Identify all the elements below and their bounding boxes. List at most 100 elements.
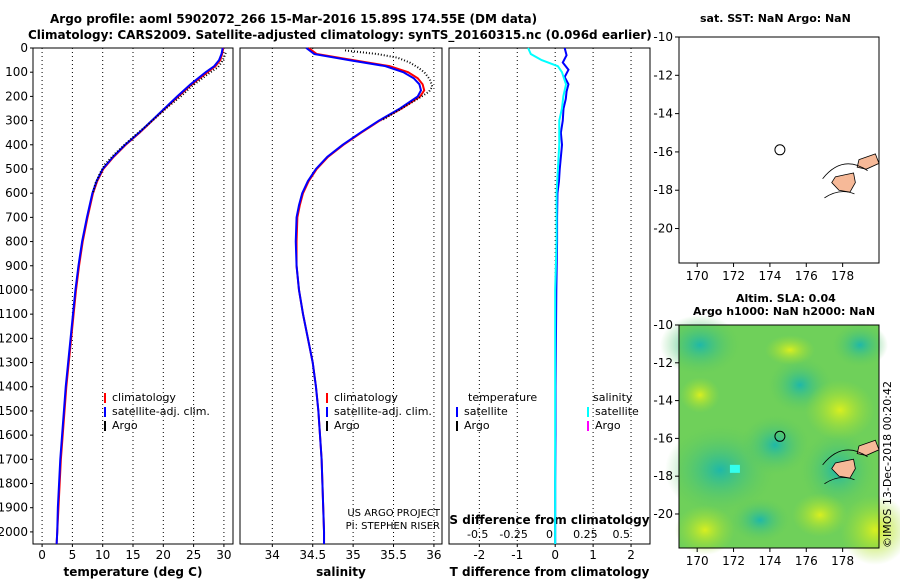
x-tick-label: 30	[216, 548, 231, 562]
x-axis-label: T difference from climatology	[450, 565, 650, 579]
island	[856, 439, 880, 456]
figure-title-line2: Climatology: CARS2009. Satellite-adjuste…	[28, 28, 652, 42]
coastline	[822, 449, 868, 485]
legend-item-argo: Argo	[104, 419, 210, 433]
plot-frame	[448, 47, 651, 545]
y-tick-label: 1900	[0, 501, 28, 515]
y-tick-label: 600	[5, 186, 28, 200]
y-tick-label: -12	[653, 356, 673, 370]
top-axis-label: S difference from climatology	[449, 513, 649, 527]
x-tick-label: 15	[125, 548, 140, 562]
sla-map-subtitle: Argo h1000: NaN h2000: NaN	[693, 305, 876, 318]
island	[856, 153, 880, 170]
legend-item-satellite: satellite-adj. clim.	[104, 405, 210, 419]
y-tick-label: 200	[5, 89, 28, 103]
x-axis-label: temperature (deg C)	[64, 565, 203, 579]
y-tick-label: 1600	[0, 428, 28, 442]
y-tick-label: 2000	[0, 525, 28, 539]
x-tick-label: 35.5	[380, 548, 407, 562]
x-tick-label: 172	[722, 554, 745, 568]
series-salinity-satellite	[527, 47, 568, 544]
x-tick-label: 178	[831, 554, 854, 568]
top-tick-label: -0.5	[467, 528, 488, 541]
legend-title: temperature	[468, 391, 538, 404]
y-tick-label: 1100	[0, 307, 28, 321]
argo-position-marker	[774, 144, 786, 156]
legend-item-satellite: satellite	[587, 405, 639, 419]
temperature-panel: 0 5 10 15 20 25 30 temperature (deg C) 0 100 200 30…	[0, 41, 234, 579]
y-tick-label: 1300	[0, 356, 28, 370]
series-satellite-adj-clim-	[294, 47, 423, 544]
plot-frame	[239, 47, 443, 545]
salinity-legend: climatology satellite-adj. clim. Argo	[326, 391, 432, 433]
figure-title-line1: Argo profile: aoml 5902072_266 15-Mar-20…	[50, 12, 538, 26]
legend-item-satellite: satellite	[456, 405, 537, 419]
coastline	[822, 163, 868, 199]
x-tick-label: 176	[795, 554, 818, 568]
y-tick-label: 300	[5, 114, 28, 128]
sla-low-blob	[832, 323, 888, 367]
difference-panel: -2 -1 0 1 2 T difference from climatology -0.5…	[448, 47, 651, 579]
legend-item-climatology: climatology	[104, 391, 210, 405]
imos-credit: ©IMOS 13-Dec-2018 00:20:42	[881, 381, 894, 548]
x-axis-label: salinity	[316, 565, 366, 579]
y-tick-label: 700	[5, 210, 28, 224]
project-credit: US ARGO PROJECT PI: STEPHEN RISER	[345, 508, 440, 532]
y-tick-label: -14	[653, 107, 673, 121]
y-tick-label: -10	[653, 30, 673, 44]
top-tick-label: -0.25	[499, 528, 527, 541]
x-tick-label: 35	[345, 548, 360, 562]
x-tick-label: 25	[186, 548, 201, 562]
x-tick-label: 178	[831, 269, 854, 283]
sla-high-blob	[792, 493, 848, 537]
series-satellite-adj-clim-	[55, 47, 224, 545]
diff-temperature-legend: temperature satellite Argo	[456, 391, 537, 433]
x-tick-label: 2	[627, 548, 635, 562]
x-tick-label: 5	[69, 548, 77, 562]
x-tick-label: 1	[589, 548, 597, 562]
x-tick-label: 36	[426, 548, 441, 562]
y-tick-label: -18	[653, 183, 673, 197]
y-tick-label: 100	[5, 65, 28, 79]
diff-salinity-legend: salinity satellite Argo	[587, 391, 639, 433]
sla-high-blob	[805, 380, 875, 440]
sst-field	[679, 37, 879, 263]
sla-high-blob	[680, 377, 720, 413]
x-tick-label: -2	[473, 548, 485, 562]
map-frame	[678, 324, 880, 549]
sla-map-title: Altim. SLA: 0.04	[736, 292, 836, 305]
map-frame	[678, 36, 880, 264]
temperature-legend: climatology satellite-adj. clim. Argo	[104, 391, 210, 433]
x-tick-label: 20	[156, 548, 171, 562]
sla-high-blob	[840, 495, 900, 565]
legend-item-satellite: satellite-adj. clim.	[326, 405, 432, 419]
y-tick-label: -20	[653, 507, 673, 521]
sla-high-blob	[765, 335, 815, 365]
x-tick-label: 34.5	[299, 548, 326, 562]
sla-min-cell	[729, 464, 740, 473]
y-tick-label: 1500	[0, 404, 28, 418]
x-tick-label: 172	[722, 269, 745, 283]
y-tick-label: 1400	[0, 380, 28, 394]
x-tick-label: 176	[795, 269, 818, 283]
x-tick-label: 170	[686, 269, 709, 283]
y-tick-label: -16	[653, 431, 673, 445]
legend-item-argo: Argo	[326, 419, 432, 433]
x-tick-label: -1	[511, 548, 523, 562]
y-tick-label: 1200	[0, 331, 28, 345]
y-tick-label: 400	[5, 138, 28, 152]
y-tick-label: -16	[653, 145, 673, 159]
y-tick-label: 500	[5, 162, 28, 176]
top-tick-label: 0.25	[573, 528, 598, 541]
y-tick-label: 800	[5, 235, 28, 249]
y-tick-label: 1000	[0, 283, 28, 297]
legend-item-argo: Argo	[456, 419, 537, 433]
argo-position-marker	[774, 430, 786, 442]
top-tick-label: 0	[546, 528, 553, 541]
legend-title: salinity	[593, 391, 633, 404]
series-argo	[92, 52, 227, 194]
x-tick-label: 174	[758, 554, 781, 568]
sla-map-panel: 170 172 174 176 178 -10 -12 -14 -16 -18 -20	[653, 315, 900, 568]
x-tick-label: 174	[758, 269, 781, 283]
